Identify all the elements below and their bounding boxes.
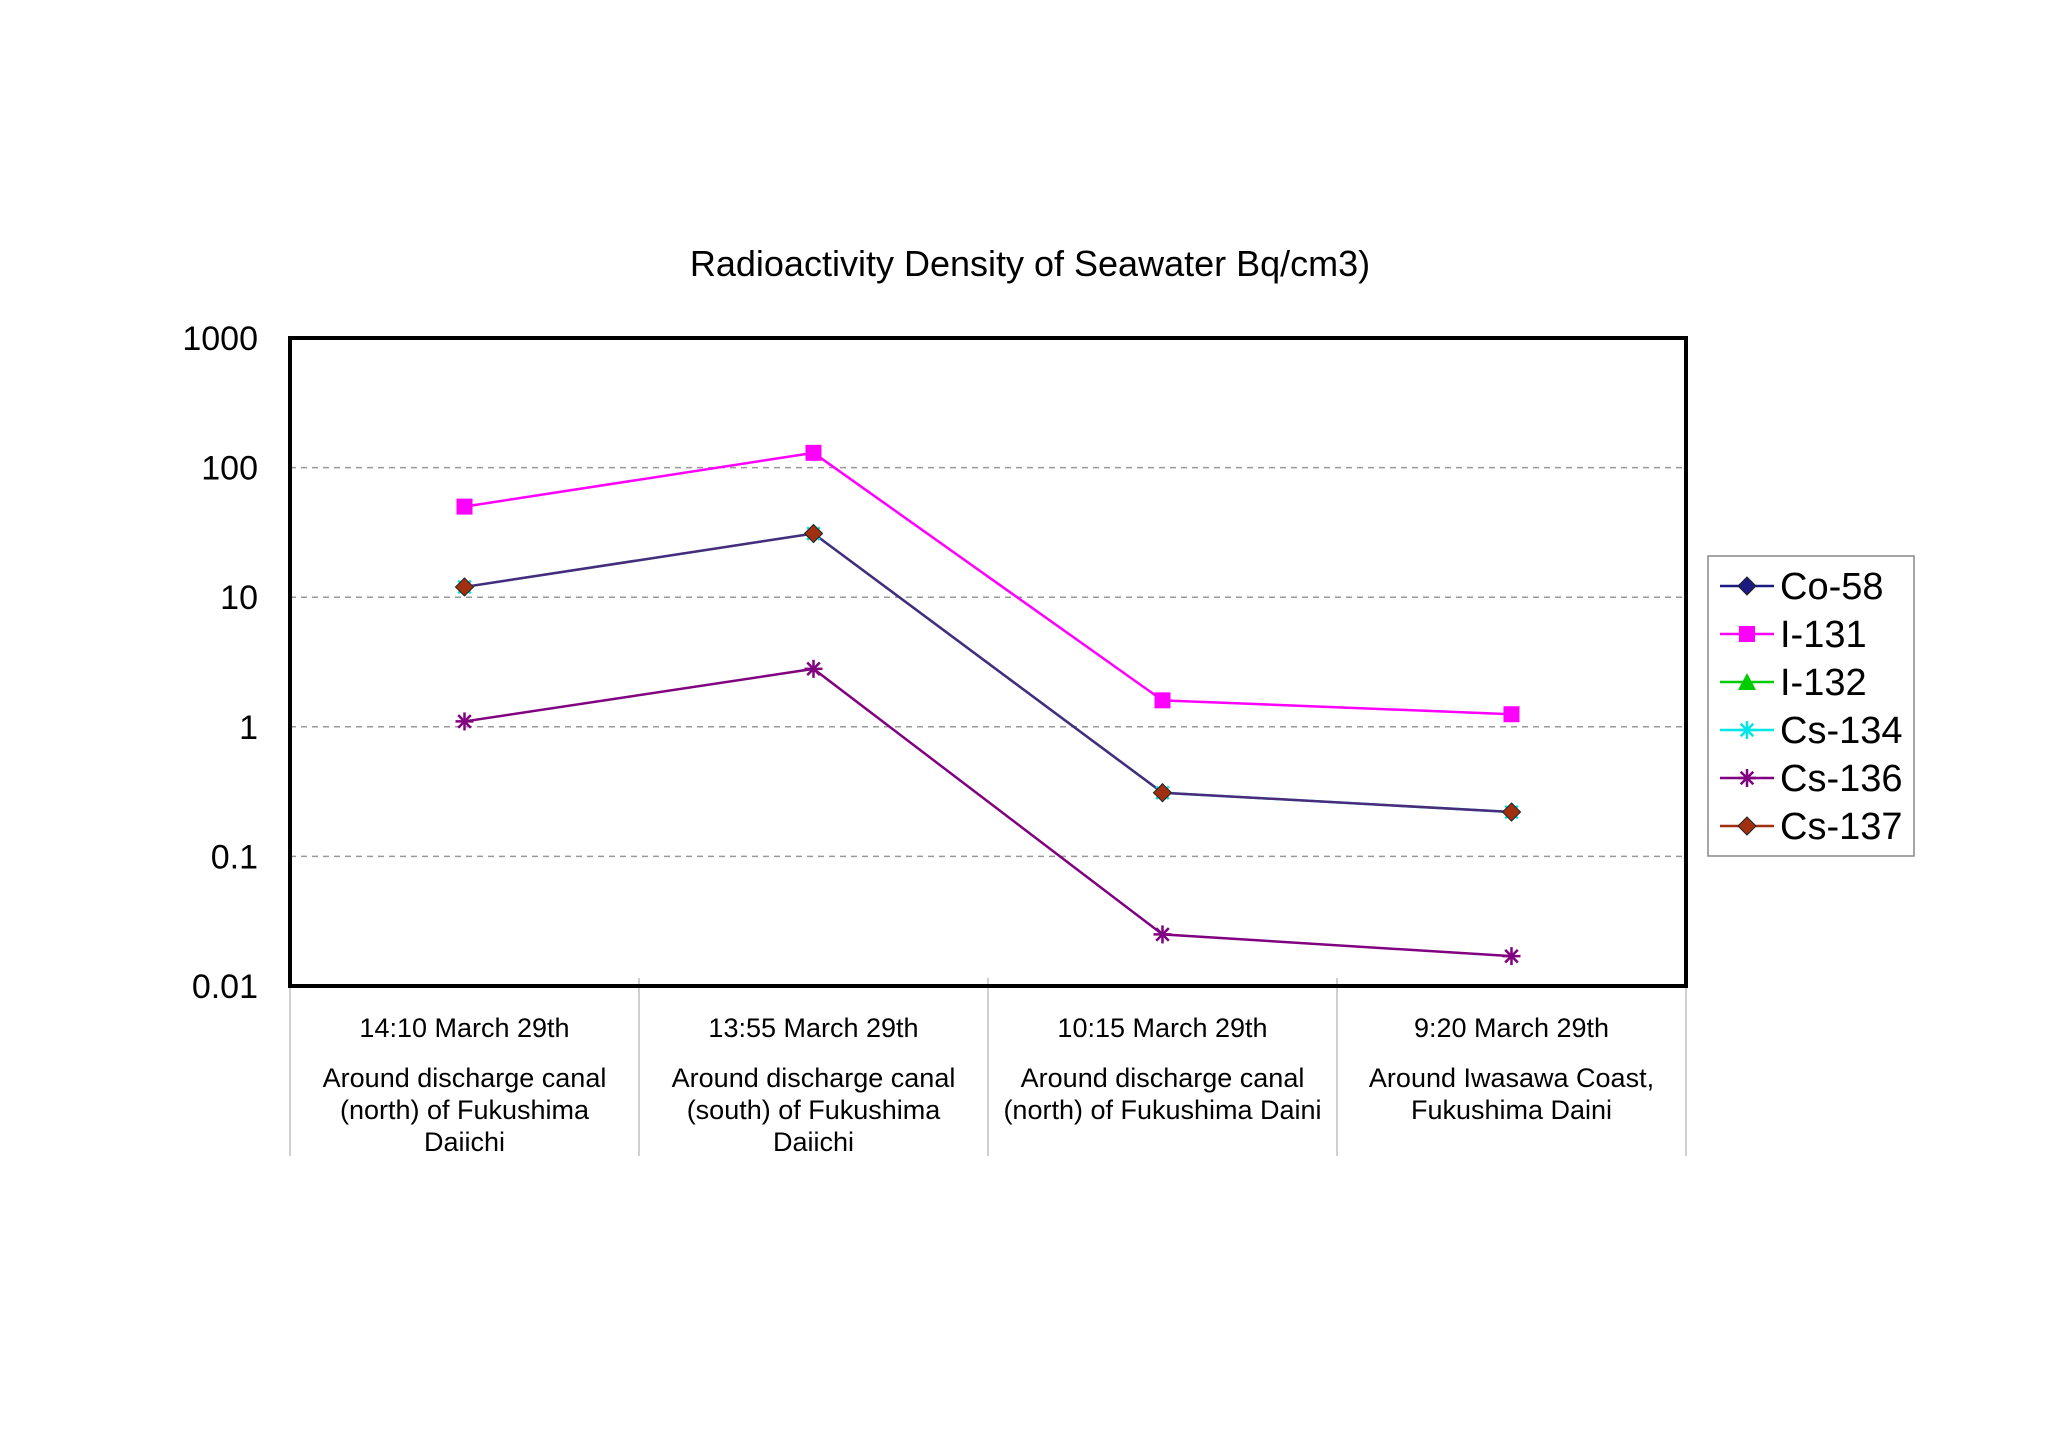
legend-label-cs-136: Cs-136 — [1780, 758, 1903, 800]
legend-marker-cs-134 — [1738, 721, 1756, 739]
category-location-label: Daiichi — [424, 1127, 505, 1157]
category-location-label: Daiichi — [773, 1127, 854, 1157]
category-location-label: Around discharge canal — [1021, 1063, 1305, 1093]
legend-label-i-132: I-132 — [1780, 662, 1867, 704]
data-point-i-131 — [456, 498, 473, 515]
data-point-i-131 — [1503, 706, 1520, 723]
chart-title: Radioactivity Density of Seawater Bq/cm3… — [690, 243, 1370, 284]
legend-label-co-58: Co-58 — [1780, 566, 1884, 608]
y-tick-label: 0.1 — [211, 838, 258, 876]
category-time-label: 13:55 March 29th — [708, 1013, 918, 1043]
y-tick-label: 0.01 — [192, 968, 258, 1006]
data-point-cs-136 — [804, 659, 823, 678]
legend-marker-i-131 — [1739, 626, 1755, 642]
y-tick-label: 1000 — [182, 320, 258, 358]
data-point-cs-136 — [1502, 947, 1521, 966]
data-point-cs-137 — [1501, 802, 1522, 822]
legend-box — [1707, 555, 1915, 857]
series-line-cs-136 — [464, 667, 1512, 958]
data-point-cs-136 — [1153, 925, 1172, 944]
data-point-i-131 — [805, 444, 822, 461]
legend: Co-58 I-131 I-132 Cs-134 Cs-136 Cs-137 — [1707, 555, 1915, 857]
series-line-cs-137 — [464, 532, 1512, 814]
legend-marker-cs-136 — [1738, 769, 1756, 787]
y-tick-label: 100 — [201, 450, 258, 488]
series-markers — [454, 444, 1522, 966]
y-tick-label: 1 — [239, 709, 258, 747]
data-point-i-131 — [1154, 692, 1171, 709]
category-location-label: Fukushima Daini — [1411, 1095, 1612, 1125]
category-location-label: Around discharge canal — [323, 1063, 607, 1093]
data-point-cs-137 — [803, 523, 824, 544]
data-point-cs-137 — [1152, 783, 1173, 803]
series-line-i-131 — [464, 451, 1512, 716]
category-time-label: 14:10 March 29th — [359, 1013, 569, 1043]
legend-label-cs-134: Cs-134 — [1780, 710, 1903, 752]
category-location-label: Around discharge canal — [672, 1063, 956, 1093]
category-time-label: 10:15 March 29th — [1057, 1013, 1267, 1043]
grid-lines — [290, 466, 1686, 858]
y-axis: 1000 100 10 1 0.1 0.01 — [182, 320, 258, 1006]
data-point-cs-137 — [454, 577, 475, 597]
legend-marker-co-58 — [1737, 576, 1757, 596]
category-location-label: (north) of Fukushima Daini — [1003, 1095, 1321, 1125]
legend-label-cs-137: Cs-137 — [1780, 806, 1903, 848]
data-point-cs-136 — [455, 712, 474, 731]
plot-area-frame — [288, 336, 1688, 988]
legend-marker-i-132 — [1738, 673, 1756, 690]
legend-label-i-131: I-131 — [1780, 614, 1867, 656]
category-location-label: (south) of Fukushima — [687, 1095, 942, 1125]
category-location-label: Around Iwasawa Coast, — [1369, 1063, 1654, 1093]
legend-marker-cs-137 — [1737, 816, 1757, 836]
y-tick-label: 10 — [220, 579, 258, 617]
category-time-label: 9:20 March 29th — [1414, 1013, 1609, 1043]
series-lines — [464, 451, 1512, 958]
category-location-label: (north) of Fukushima — [340, 1095, 590, 1125]
